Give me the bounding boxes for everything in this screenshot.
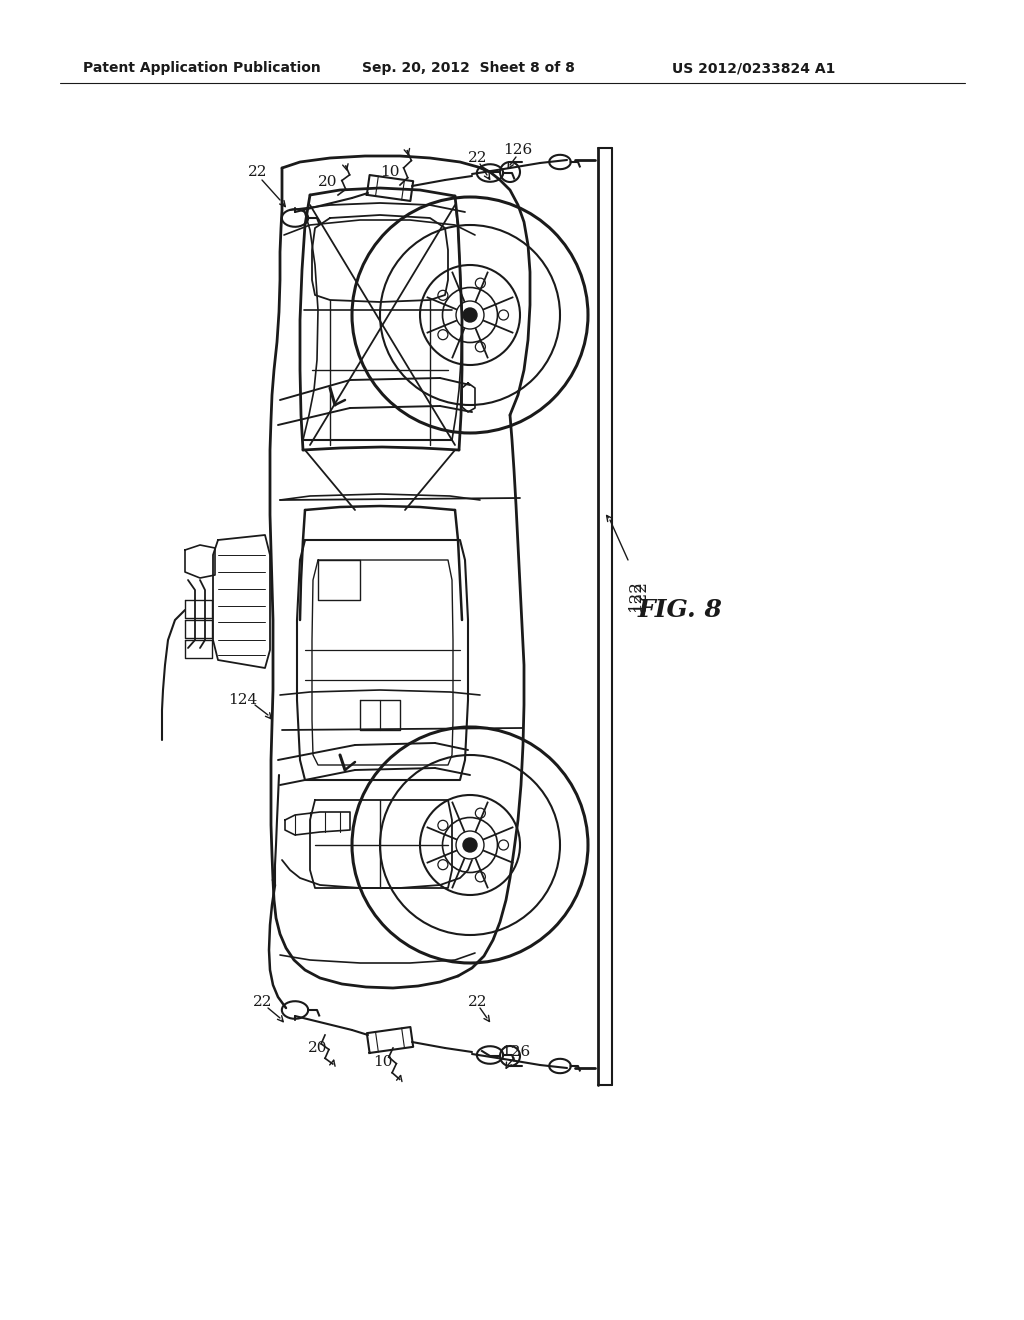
Text: 10: 10 — [374, 1055, 393, 1069]
Circle shape — [463, 838, 477, 851]
Text: Patent Application Publication: Patent Application Publication — [83, 61, 321, 75]
Text: 122: 122 — [632, 579, 648, 611]
Text: 22: 22 — [253, 995, 272, 1008]
Text: 124: 124 — [228, 693, 258, 708]
Text: 126: 126 — [502, 1045, 530, 1059]
Circle shape — [463, 308, 477, 322]
Text: 22: 22 — [468, 150, 487, 165]
Text: 20: 20 — [318, 176, 338, 189]
Text: 122: 122 — [627, 579, 643, 611]
Text: 22: 22 — [468, 995, 487, 1008]
Text: US 2012/0233824 A1: US 2012/0233824 A1 — [672, 61, 836, 75]
Text: 20: 20 — [308, 1041, 328, 1055]
Text: FIG. 8: FIG. 8 — [638, 598, 723, 622]
Text: 126: 126 — [504, 143, 532, 157]
Text: 10: 10 — [380, 165, 399, 180]
Text: 22: 22 — [248, 165, 267, 180]
Text: Sep. 20, 2012  Sheet 8 of 8: Sep. 20, 2012 Sheet 8 of 8 — [362, 61, 574, 75]
